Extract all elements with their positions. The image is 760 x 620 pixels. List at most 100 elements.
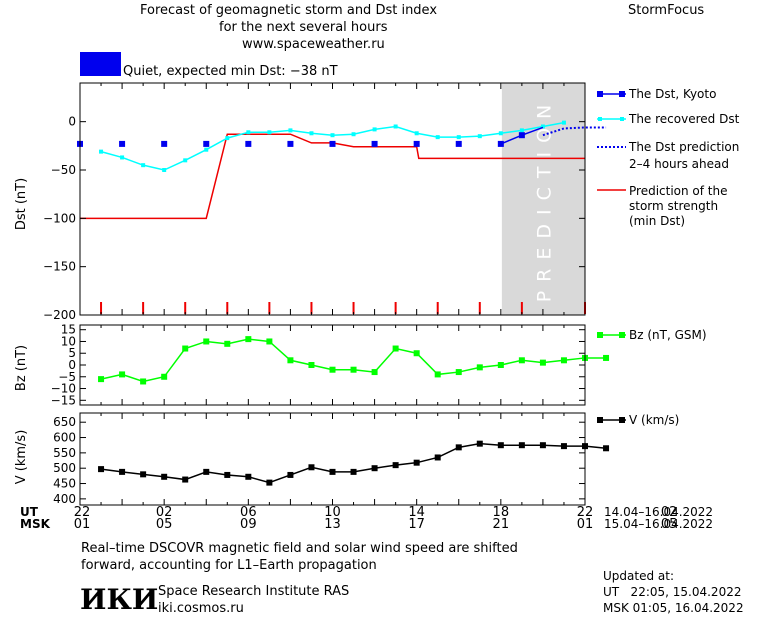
bz-point — [203, 338, 210, 345]
recovered-dst-point — [120, 155, 125, 160]
velocity-point — [182, 476, 189, 483]
msk-date-range: 15.04–16.04.2022 — [604, 517, 713, 531]
recovered-dst-point — [540, 124, 545, 129]
y-tick-label: 450 — [53, 477, 76, 491]
institute-name: Space Research Institute RAS — [158, 584, 350, 599]
legend-recovered-marker — [620, 117, 624, 121]
velocity-point — [476, 440, 483, 447]
velocity-point — [539, 442, 546, 449]
recovered-dst-point — [267, 130, 272, 135]
y-tick-label: 500 — [53, 461, 76, 475]
y-tick-label: 0 — [68, 115, 76, 129]
velocity-point — [371, 465, 378, 472]
velocity-point — [497, 442, 504, 449]
legend-storm-label-1: Prediction of the — [629, 184, 728, 198]
kyoto-dst-point — [161, 140, 168, 147]
y-tick-label: 15 — [61, 323, 76, 337]
iki-logo: ИКИ — [80, 583, 159, 616]
kyoto-dst-point — [455, 140, 462, 147]
y-tick-label: −15 — [51, 393, 76, 407]
bz-point — [476, 364, 483, 371]
bz-point — [182, 345, 189, 352]
recovered-dst-point — [162, 168, 167, 172]
ut-axis-label: UT — [20, 505, 39, 519]
bz-point — [392, 345, 399, 352]
bz-point — [224, 340, 231, 347]
msk-tick-label: 13 — [324, 517, 341, 532]
ut-tick-label: 10 — [324, 505, 341, 520]
y-tick-label: −50 — [51, 163, 76, 177]
legend-bz-marker — [619, 332, 625, 338]
legend-kyoto-marker — [597, 91, 603, 97]
y-tick-label: 600 — [53, 431, 76, 445]
y-tick-label: 550 — [53, 446, 76, 460]
bz-point — [140, 378, 147, 385]
footer-note-line-2: forward, accounting for L1–Earth propaga… — [81, 558, 377, 573]
ut-date-range: 14.04–16.04.2022 — [604, 505, 713, 519]
bz-point — [434, 371, 441, 378]
kyoto-dst-point — [245, 140, 252, 147]
velocity-point — [603, 445, 610, 452]
chart-title-url[interactable]: www.spaceweather.ru — [242, 37, 385, 52]
recovered-dst-point — [183, 158, 188, 163]
recovered-dst-point — [141, 163, 146, 168]
dst-prediction-line — [542, 126, 607, 137]
y-tick-label: −10 — [51, 382, 76, 396]
velocity-point — [392, 462, 399, 469]
legend-velocity-marker — [597, 417, 603, 423]
kyoto-dst-point — [497, 140, 504, 147]
bz-point — [497, 362, 504, 368]
velocity-point — [308, 464, 315, 471]
legend-velocity-label: V (km/s) — [629, 413, 679, 427]
recovered-dst-point — [456, 135, 461, 140]
legend-recovered-label: The recovered Dst — [628, 112, 740, 126]
bz-point — [560, 357, 567, 364]
kyoto-dst-point — [287, 140, 294, 147]
kyoto-dst-point — [119, 140, 126, 147]
bz-point — [119, 371, 126, 378]
y-tick-label: 0 — [68, 358, 76, 372]
bz-panel-frame — [79, 324, 586, 406]
recovered-dst-point — [330, 133, 335, 138]
prediction-zone-label: PREDICTION — [533, 96, 555, 303]
kyoto-dst-point — [518, 132, 525, 139]
recovered-dst-point — [351, 132, 356, 137]
recovered-dst-point — [498, 131, 503, 136]
recovered-dst-point — [204, 147, 209, 152]
y-tick-label: 650 — [53, 415, 76, 429]
bz-point — [266, 338, 273, 345]
status-color-swatch — [80, 52, 121, 76]
legend-velocity-marker — [619, 417, 625, 423]
legend-kyoto-marker — [619, 91, 625, 97]
legend: The Dst, Kyoto The recovered Dst The Dst… — [597, 87, 740, 427]
bz-point — [413, 350, 420, 357]
prediction-zone — [501, 83, 585, 315]
y-tick-label: −150 — [43, 260, 76, 274]
velocity-line — [100, 442, 607, 484]
updated-ut: UT 22:05, 15.04.2022 — [603, 585, 742, 599]
recovered-dst-point — [561, 120, 566, 125]
ut-tick-label: 14 — [408, 505, 425, 520]
bz-point — [603, 354, 610, 361]
institute-site[interactable]: iki.cosmos.ru — [158, 601, 244, 616]
msk-tick-label: 17 — [408, 517, 425, 532]
velocity-point — [455, 444, 462, 451]
velocity-point — [224, 471, 231, 478]
msk-tick-label: 05 — [156, 517, 173, 532]
ut-tick-label: 22 — [577, 505, 594, 520]
legend-storm-label-3: (min Dst) — [629, 214, 685, 228]
msk-tick-label: 01 — [577, 517, 594, 532]
legend-bz-label: Bz (nT, GSM) — [629, 328, 707, 342]
velocity-point — [350, 468, 357, 475]
recovered-dst-point — [393, 124, 398, 129]
msk-tick-label: 05 — [661, 517, 678, 532]
bz-point — [245, 336, 252, 343]
ut-tick-label: 18 — [493, 505, 510, 520]
bz-point — [308, 362, 315, 368]
velocity-point — [203, 468, 210, 475]
y-tick-label: −100 — [43, 211, 76, 225]
recovered-dst-point — [246, 130, 251, 135]
velocity-axis-label: V (km/s) — [14, 430, 29, 485]
legend-kyoto-label: The Dst, Kyoto — [628, 87, 716, 101]
